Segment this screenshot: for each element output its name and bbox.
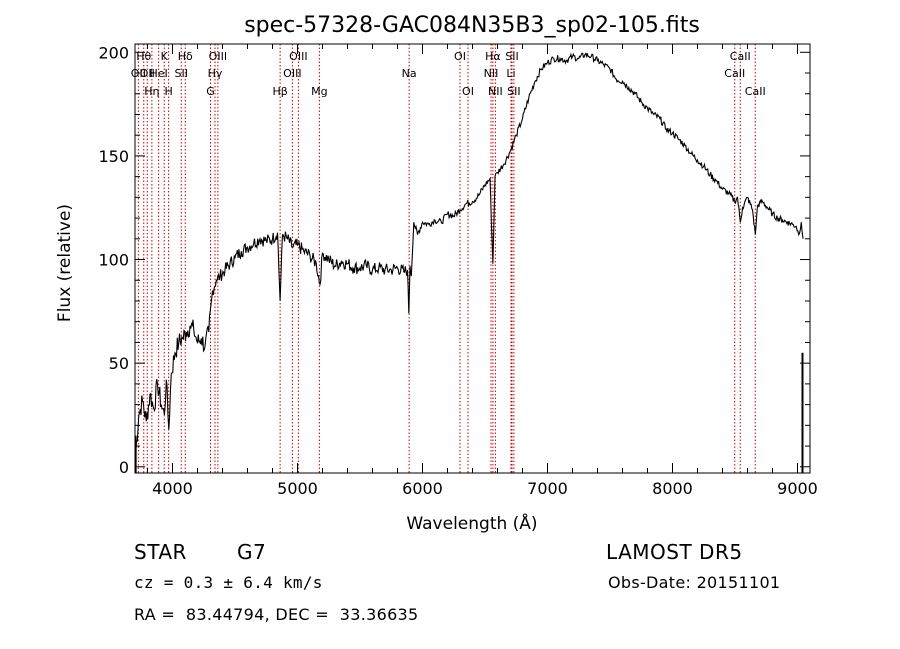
line-label: CaII	[724, 67, 745, 80]
x-tick-label: 6000	[402, 479, 443, 498]
line-label: Mg	[311, 85, 327, 98]
line-label: H	[164, 85, 172, 98]
line-label: SII	[505, 50, 518, 63]
line-label: Hθ	[136, 50, 151, 63]
spectrum-line	[134, 52, 804, 461]
obs-date: Obs-Date: 20151101	[608, 573, 781, 592]
line-label: Hδ	[178, 50, 193, 63]
line-label: OII	[140, 67, 155, 80]
line-label: CaII	[730, 50, 751, 63]
x-tick-label: 5000	[277, 479, 318, 498]
line-label: CaII	[745, 85, 766, 98]
y-tick-label: 100	[98, 251, 129, 270]
x-tick-label: 8000	[652, 479, 693, 498]
y-axis-label: Flux (relative)	[55, 204, 75, 322]
tick-labels: 4000 5000 6000 7000 8000 9000 0 50 100 150 200	[98, 43, 817, 498]
x-axis-label: Wavelength (Å)	[406, 512, 537, 534]
axes	[134, 43, 811, 474]
line-label: Li	[506, 67, 515, 80]
object-class: STAR	[134, 540, 187, 564]
y-tick-label: 150	[98, 147, 129, 166]
x-tick-label: 7000	[527, 479, 568, 498]
x-tick-label: 4000	[152, 479, 193, 498]
line-label: OIII	[283, 67, 301, 80]
line-label: NII	[484, 67, 499, 80]
line-label: Hα	[485, 50, 501, 63]
line-label: SII	[507, 85, 520, 98]
survey-name: LAMOST DR5	[606, 540, 743, 564]
y-tick-label: 0	[119, 458, 129, 477]
y-tick-label: 50	[109, 354, 129, 373]
coordinates-info: RA = 83.44794, DEC = 33.36635	[134, 605, 419, 624]
line-label: HeI	[149, 67, 167, 80]
line-label: G	[206, 85, 215, 98]
chart-title: spec-57328-GAC084N35B3_sp02-105.fits	[244, 13, 700, 38]
x-tick-label: 9000	[777, 479, 818, 498]
line-label: OI	[454, 50, 466, 63]
line-label: OIII	[209, 50, 227, 63]
line-label: Hη	[144, 85, 159, 98]
line-label: Hγ	[208, 67, 223, 80]
emission-line-markers	[137, 44, 756, 473]
plot-frame	[134, 43, 811, 474]
line-label: OIII	[289, 50, 307, 63]
line-label: OII	[131, 67, 146, 80]
line-label: SII	[175, 67, 188, 80]
line-label: Na	[402, 67, 417, 80]
redshift-info: cz = 0.3 ± 6.4 km/s	[134, 573, 323, 592]
line-labels: OIIHθOIIHηHeIKHSIIHδGHγOIIIHβOIIIOIIIMgN…	[131, 50, 766, 98]
line-label: OI	[462, 85, 474, 98]
spectrum-series	[134, 52, 804, 473]
line-label: NII	[488, 85, 503, 98]
line-label: K	[161, 50, 169, 63]
y-tick-label: 200	[98, 43, 129, 62]
line-label: Hβ	[272, 85, 287, 98]
subclass: G7	[237, 540, 267, 564]
